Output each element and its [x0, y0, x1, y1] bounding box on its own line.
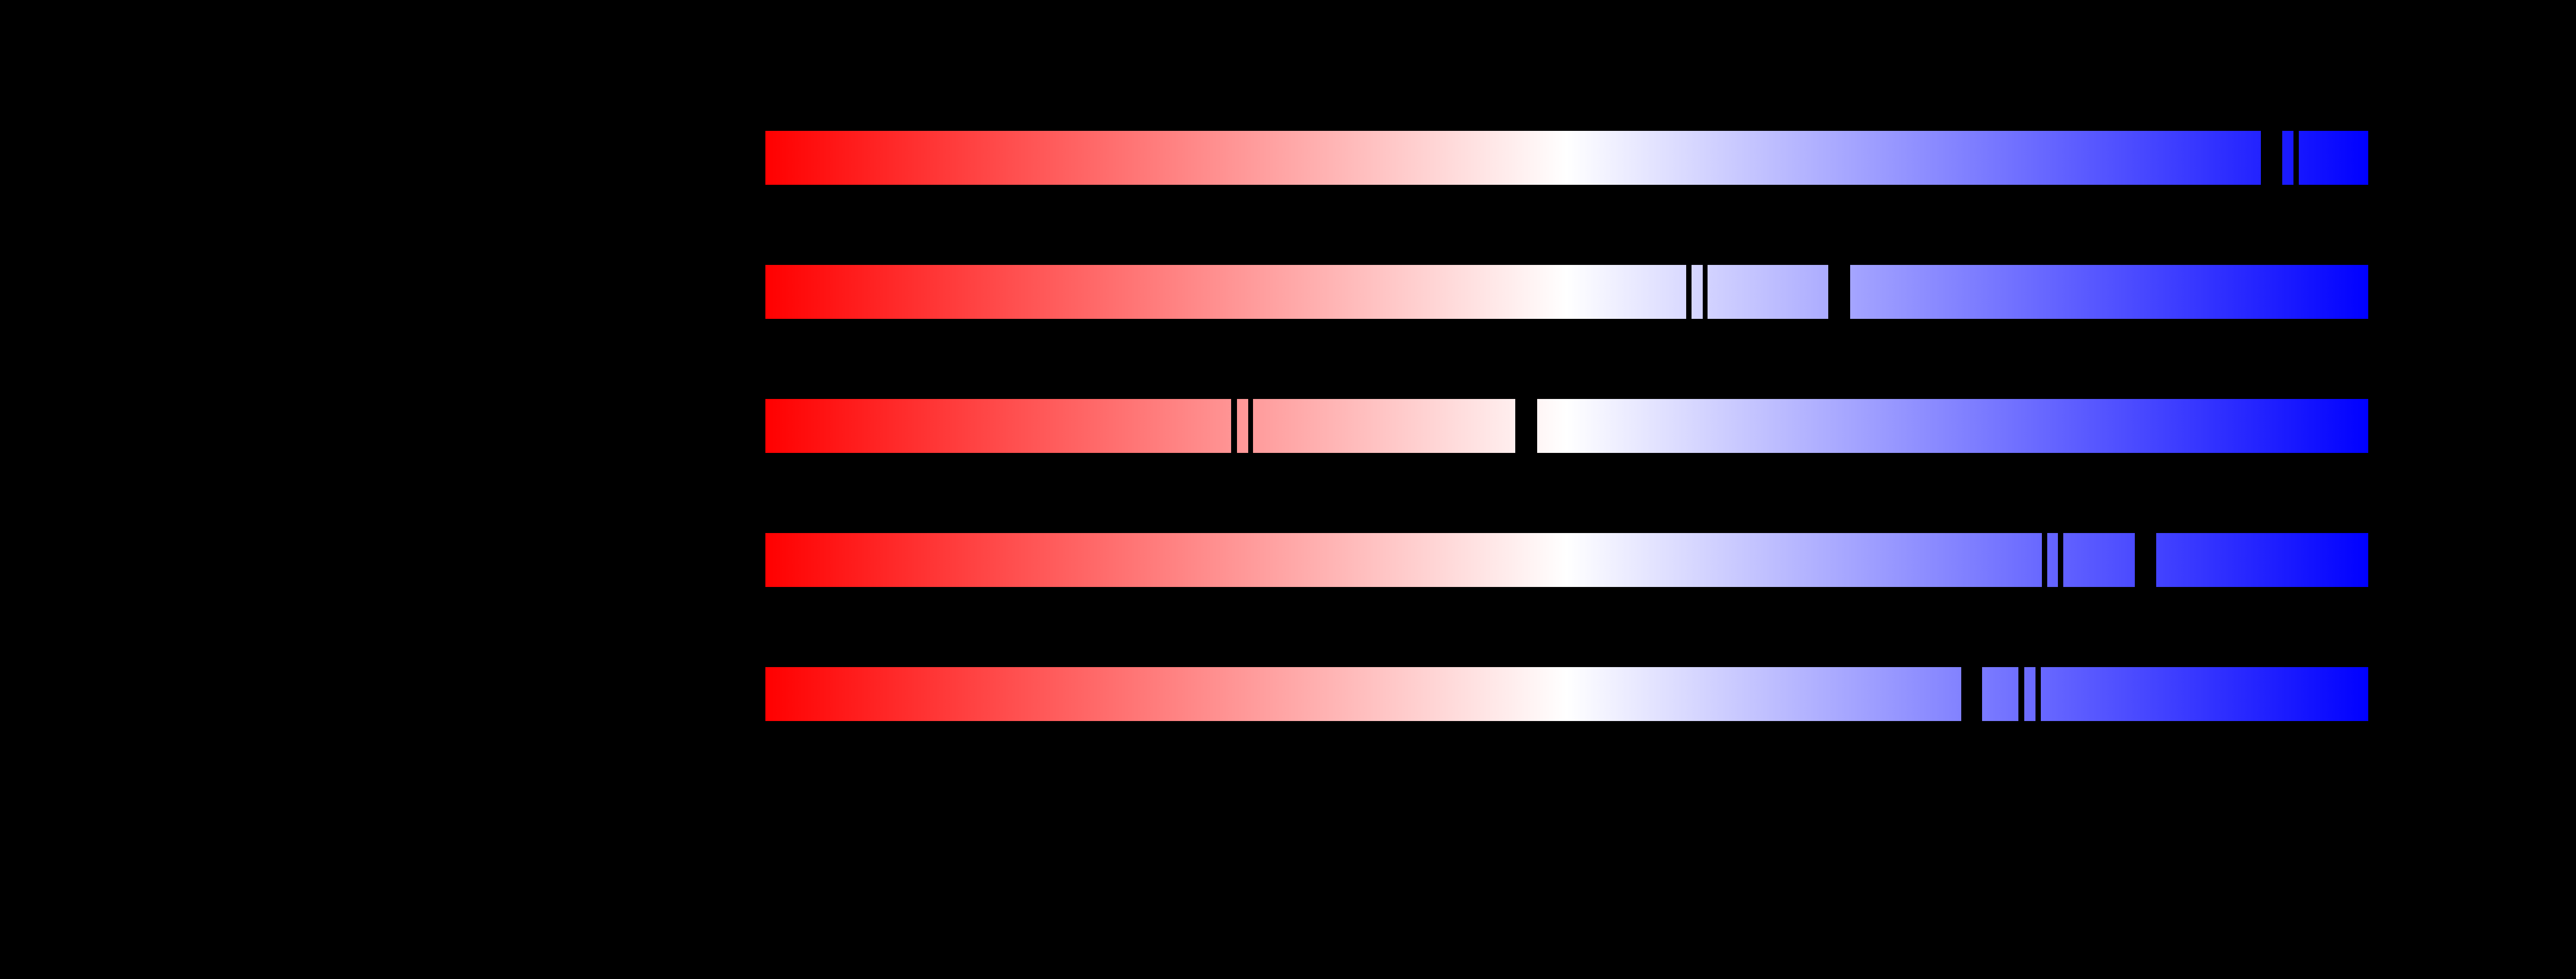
interval-tick-thin: [2035, 667, 2041, 721]
interval-tick-thin: [2042, 533, 2047, 587]
interval-tick-thin: [1231, 399, 1237, 453]
interval-tick-thick: [1961, 667, 1982, 721]
interval-tick-thick: [1515, 399, 1537, 453]
gradient-bar-row-2: [765, 265, 2368, 319]
interval-tick-thin: [2293, 131, 2299, 185]
gradient-bar-row-4: [765, 533, 2368, 587]
interval-tick-thick: [1828, 265, 1850, 319]
interval-tick-thick: [2135, 533, 2156, 587]
interval-tick-thin: [2018, 667, 2024, 721]
interval-tick-thin: [2058, 533, 2063, 587]
interval-tick-thin: [1686, 265, 1692, 319]
gradient-bar-row-3: [765, 399, 2368, 453]
interval-tick-thick: [2261, 131, 2282, 185]
interval-tick-thin: [1703, 265, 1708, 319]
gradient-bar-row-5: [765, 667, 2368, 721]
gradient-bar-row-1: [765, 131, 2368, 185]
interval-tick-thin: [1248, 399, 1253, 453]
